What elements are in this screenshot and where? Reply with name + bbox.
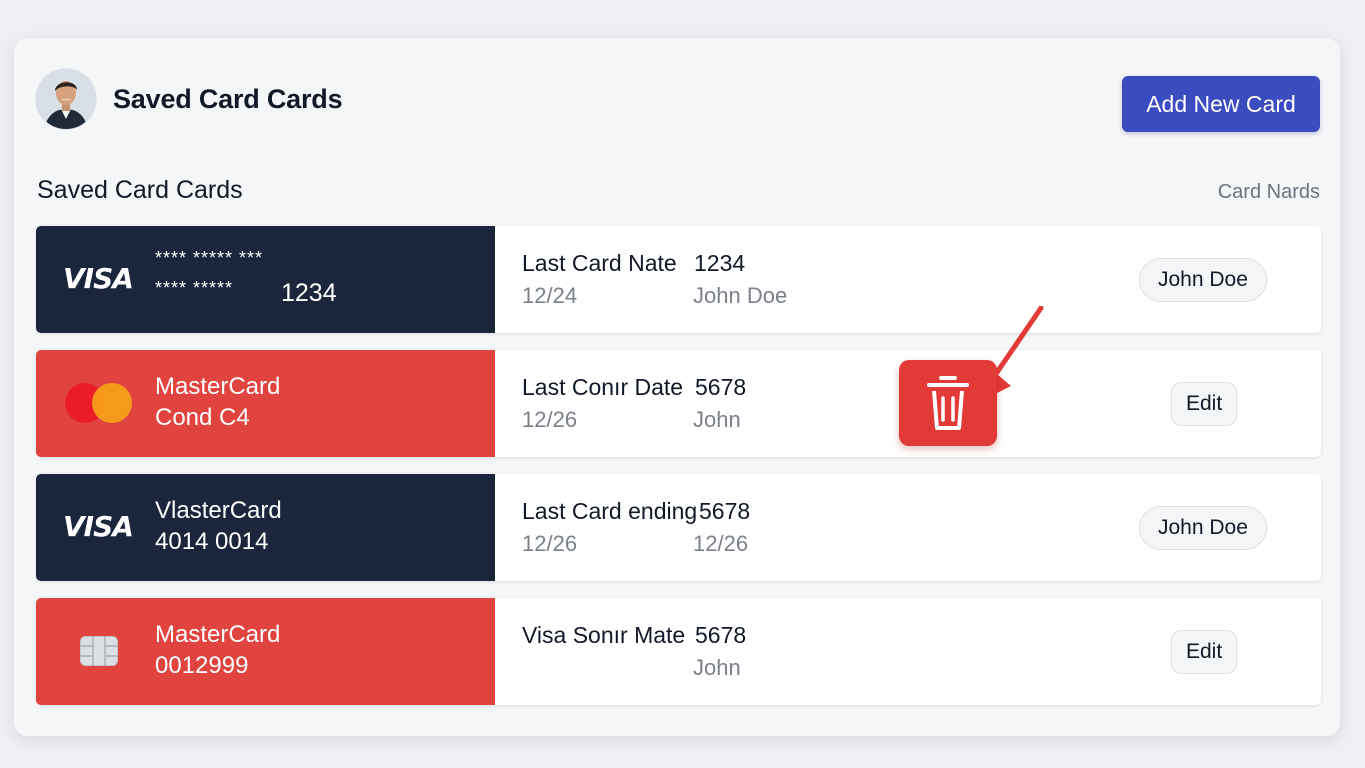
- card-visual[interactable]: VISA VlasterCard 4014 0014: [36, 474, 495, 581]
- add-new-card-button[interactable]: Add New Card: [1122, 76, 1320, 132]
- card-brand-name: MasterCard: [155, 373, 281, 400]
- card-info-label: Visa Sonır Mate: [522, 622, 686, 648]
- card-chip-icon: [80, 636, 118, 666]
- card-sub-line: 4014 0014: [155, 528, 269, 555]
- card-row-4: MasterCard 0012999 Visa Sonır Mate 5678 …: [36, 598, 1321, 705]
- card-holder-name: John: [693, 407, 741, 432]
- header: Saved Card Cards Add New Card: [36, 68, 1320, 132]
- card-holder-name: 12/26: [693, 531, 749, 556]
- card-visual[interactable]: MasterCard 0012999: [36, 598, 495, 705]
- card-sub-line: 0012999: [155, 652, 249, 679]
- card-row-2: MasterCard Cond C4 Last Conır Date 5678 …: [36, 350, 1321, 457]
- card-holder-button[interactable]: John Doe: [1139, 506, 1267, 550]
- edit-card-button[interactable]: Edit: [1171, 630, 1238, 674]
- card-info-label: Last Card Nate: [522, 250, 677, 276]
- page-title: Saved Card Cards: [113, 84, 343, 114]
- visa-logo: VISA: [63, 262, 134, 295]
- card-info-number: 5678: [695, 374, 747, 400]
- saved-cards-panel: Saved Card Cards Add New Card Saved Card…: [14, 38, 1340, 736]
- card-info-number: 5678: [699, 498, 751, 524]
- masked-number-line: **** ***** ***: [155, 248, 264, 268]
- card-info-number: 1234: [694, 250, 746, 276]
- section-meta: Card Nards: [1217, 181, 1320, 203]
- card-brand-name: VlasterCard: [155, 497, 282, 524]
- avatar[interactable]: [36, 69, 96, 129]
- card-visual[interactable]: MasterCard Cond C4: [36, 350, 495, 457]
- mastercard-logo-icon: [65, 383, 133, 425]
- card-row-3: VISA VlasterCard 4014 0014 Last Card end…: [36, 474, 1321, 581]
- card-expiry: 12/24: [522, 283, 578, 308]
- card-sub-line: Cond C4: [155, 404, 250, 431]
- card-info-label: Last Conır Date: [522, 374, 684, 400]
- delete-card-button[interactable]: [899, 360, 997, 446]
- masked-number-line: **** *****: [155, 278, 234, 298]
- section-title: Saved Card Cards: [37, 176, 243, 204]
- visa-logo: VISA: [63, 510, 134, 543]
- card-visual[interactable]: VISA **** ***** *** **** ***** 1234: [36, 226, 495, 333]
- card-holder-name: John Doe: [693, 283, 788, 308]
- edit-card-button[interactable]: Edit: [1171, 382, 1238, 426]
- card-holder-name: John: [693, 655, 741, 680]
- user-avatar-icon: [36, 69, 96, 129]
- card-holder-button[interactable]: John Doe: [1139, 258, 1267, 302]
- card-expiry: 12/26: [522, 407, 578, 432]
- trash-icon: [927, 376, 969, 430]
- card-brand-name: MasterCard: [155, 621, 281, 648]
- card-info-label: Last Card ending: [522, 498, 698, 524]
- card-expiry: 12/26: [522, 531, 578, 556]
- card-last-digits: 1234: [281, 279, 337, 307]
- card-info-number: 5678: [695, 622, 747, 648]
- card-row-1: VISA **** ***** *** **** ***** 1234 Last…: [36, 226, 1321, 333]
